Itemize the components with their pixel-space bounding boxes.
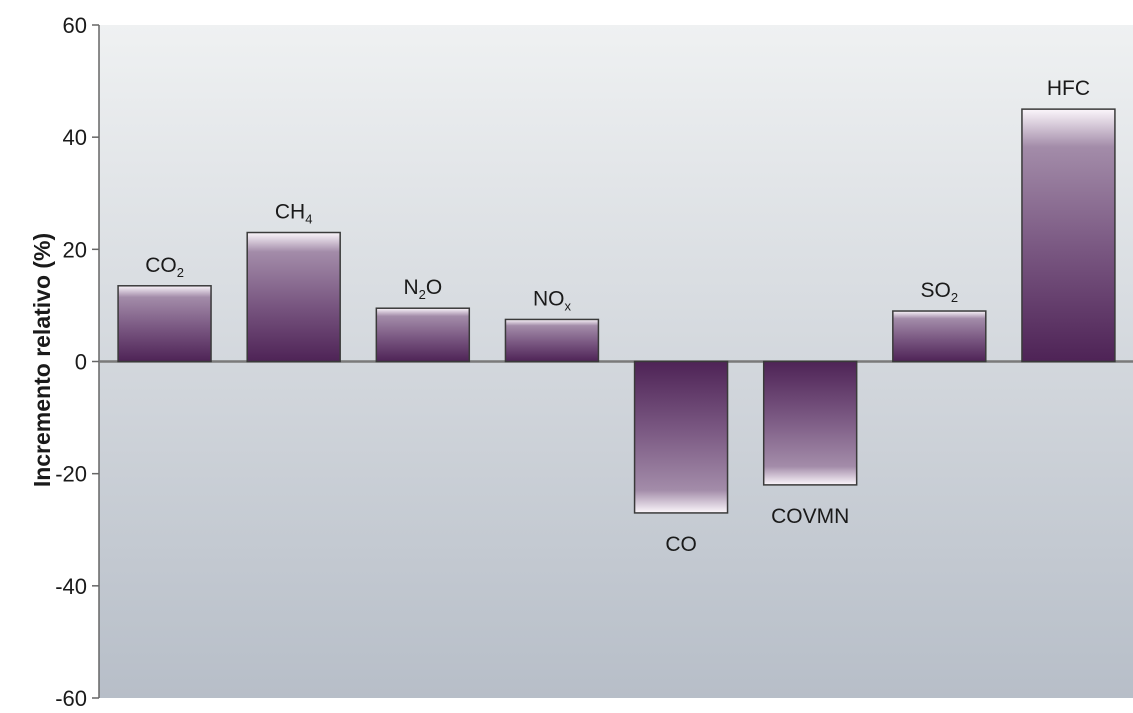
bar: [504, 318, 600, 363]
bar-labels: CO2 CH4 N2O NOx CO COVMN SO2 HFC: [145, 77, 1090, 556]
bar: [892, 310, 987, 363]
bars: [117, 108, 1116, 514]
bar-category-label: N2O: [403, 276, 442, 302]
y-tick-label: -40: [55, 574, 87, 599]
bar-category-label: SO2: [921, 279, 959, 305]
bar: [375, 307, 471, 363]
bar: [762, 360, 858, 486]
bar-category-label: CO2: [145, 254, 184, 280]
bar: [1021, 108, 1116, 363]
y-tick-label: 40: [63, 125, 87, 150]
bar: [117, 285, 212, 363]
bar-category-label: CH4: [275, 201, 313, 227]
y-axis: 60 40 20 0 -20 -40 -60: [55, 13, 1133, 711]
y-tick-label: -20: [55, 462, 87, 487]
bar: [633, 360, 729, 514]
y-tick-label: 0: [75, 350, 87, 375]
y-tick-label: 20: [63, 237, 87, 262]
y-tick-label: -60: [55, 686, 87, 711]
bar-category-label: HFC: [1047, 77, 1090, 100]
bar-category-label: COVMN: [771, 505, 849, 528]
y-axis-title: Incremento relativo (%): [29, 233, 55, 487]
bar-category-label: NOx: [533, 287, 572, 313]
bar: [246, 231, 341, 363]
y-tick-label: 60: [63, 13, 87, 38]
bar-category-label: CO: [665, 533, 697, 556]
